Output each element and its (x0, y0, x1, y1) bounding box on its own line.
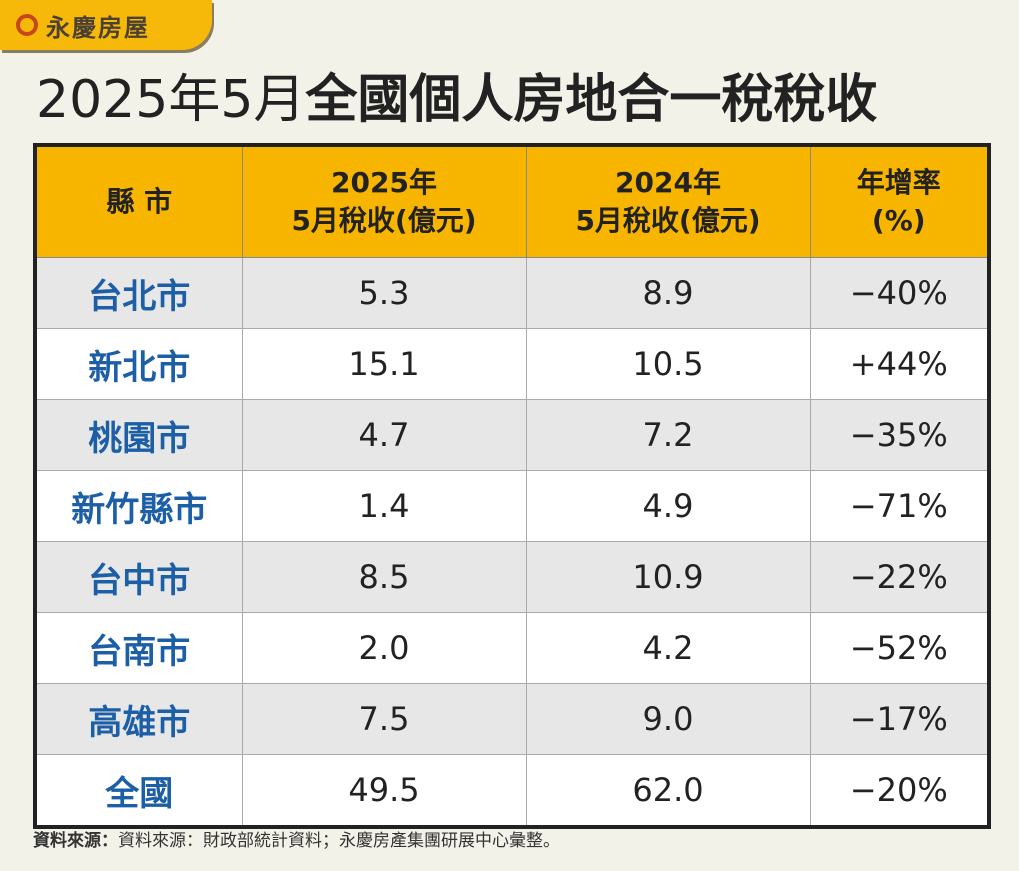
table-row: 高雄市 7.5 9.0 −17% (34, 683, 990, 755)
title-main: 全國個人房地合一稅稅收 (305, 70, 878, 130)
tax-2025-cell: 5.3 (241, 257, 527, 329)
tax-2024-cell: 62.0 (525, 754, 811, 828)
tax-2025-cell: 4.7 (241, 399, 527, 471)
source-note: 資料來源：資料來源：財政部統計資料；永慶房產集團研展中心彙整。 (33, 826, 560, 851)
city-cell: 台中市 (34, 541, 243, 613)
table-row: 全國 49.5 62.0 −20% (34, 754, 990, 828)
tax-2025-cell: 7.5 (241, 683, 527, 755)
brand-logo-icon (16, 14, 38, 36)
source-label: 資料來源： (33, 831, 118, 851)
brand-name: 永慶房屋 (46, 13, 150, 42)
tax-2025-cell: 49.5 (241, 754, 527, 828)
column-header: 2025年 5月稅收(億元) (241, 144, 527, 258)
growth-cell: −20% (809, 754, 990, 828)
city-cell: 新竹縣市 (34, 470, 243, 542)
column-header-line: 2025年 (331, 166, 437, 199)
tax-2025-cell: 15.1 (241, 328, 527, 400)
column-header-line: 5月稅收(億元) (575, 204, 761, 237)
column-header-line: (%) (871, 204, 926, 237)
city-cell: 高雄市 (34, 683, 243, 755)
tax-table: 縣 市 2025年 5月稅收(億元) 2024年 5月稅收(億元) 年增率 (%) 台北市 5… (33, 143, 991, 829)
table-row: 台北市 5.3 8.9 −40% (34, 257, 990, 329)
column-header-line: 2024年 (615, 166, 721, 199)
growth-cell: −17% (809, 683, 990, 755)
brand-logo: 永慶房屋 (0, 0, 212, 50)
growth-cell: −40% (809, 257, 990, 329)
city-cell: 全國 (34, 754, 243, 828)
tax-2024-cell: 10.9 (525, 541, 811, 613)
source-text: 資料來源：財政部統計資料；永慶房產集團研展中心彙整。 (118, 831, 560, 851)
tax-2024-cell: 10.5 (525, 328, 811, 400)
growth-cell: −35% (809, 399, 990, 471)
city-cell: 桃園市 (34, 399, 243, 471)
column-header-line: 年增率 (856, 166, 941, 199)
tax-2025-cell: 8.5 (241, 541, 527, 613)
city-cell: 新北市 (34, 328, 243, 400)
growth-cell: −71% (809, 470, 990, 542)
tax-2024-cell: 7.2 (525, 399, 811, 471)
column-header-line: 5月稅收(億元) (291, 204, 477, 237)
table-row: 台南市 2.0 4.2 −52% (34, 612, 990, 684)
table-row: 桃園市 4.7 7.2 −35% (34, 399, 990, 471)
column-header: 縣 市 (34, 144, 243, 258)
column-header: 2024年 5月稅收(億元) (525, 144, 811, 258)
table-row: 新北市 15.1 10.5 +44% (34, 328, 990, 400)
city-cell: 台北市 (34, 257, 243, 329)
tax-2024-cell: 8.9 (525, 257, 811, 329)
city-cell: 台南市 (34, 612, 243, 684)
growth-cell: −52% (809, 612, 990, 684)
title-date: 2025年5月 (36, 70, 306, 130)
column-header-line: 縣 市 (106, 185, 173, 218)
column-header: 年增率 (%) (809, 144, 990, 258)
table-row: 台中市 8.5 10.9 −22% (34, 541, 990, 613)
growth-cell: +44% (809, 328, 990, 400)
tax-2024-cell: 9.0 (525, 683, 811, 755)
growth-cell: −22% (809, 541, 990, 613)
table-row: 新竹縣市 1.4 4.9 −71% (34, 470, 990, 542)
page-title: 2025年5月全國個人房地合一稅稅收 (36, 68, 877, 132)
tax-2025-cell: 2.0 (241, 612, 527, 684)
tax-2024-cell: 4.2 (525, 612, 811, 684)
tax-2024-cell: 4.9 (525, 470, 811, 542)
tax-2025-cell: 1.4 (241, 470, 527, 542)
